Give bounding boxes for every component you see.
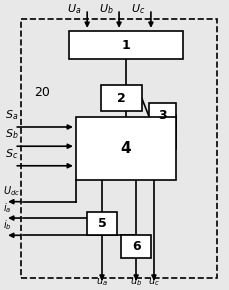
Text: 20: 20 (34, 86, 50, 99)
Bar (101, 85, 142, 111)
Text: $u_b$: $u_b$ (130, 276, 142, 288)
Text: $S_b$: $S_b$ (5, 127, 19, 141)
Bar (76, 117, 176, 180)
Text: $U_b$: $U_b$ (99, 2, 114, 16)
Text: $U_a$: $U_a$ (68, 2, 82, 16)
Text: $i_a$: $i_a$ (3, 201, 11, 215)
Text: $u_c$: $u_c$ (148, 276, 160, 288)
Text: 4: 4 (120, 141, 131, 156)
Bar (69, 31, 183, 59)
Text: 6: 6 (132, 240, 140, 253)
Text: 5: 5 (98, 217, 106, 230)
Text: 2: 2 (117, 92, 126, 105)
Text: $u_a$: $u_a$ (96, 276, 108, 288)
Bar (121, 235, 151, 258)
Bar (87, 212, 117, 235)
Text: 1: 1 (122, 39, 130, 52)
Text: 3: 3 (158, 109, 167, 122)
Text: $S_c$: $S_c$ (5, 147, 19, 161)
Bar (21, 19, 217, 278)
Text: $i_b$: $i_b$ (3, 218, 12, 232)
Bar (149, 103, 176, 128)
Text: $S_a$: $S_a$ (5, 108, 19, 122)
Text: $U_c$: $U_c$ (131, 2, 146, 16)
Text: $U_{dc}$: $U_{dc}$ (3, 184, 20, 198)
